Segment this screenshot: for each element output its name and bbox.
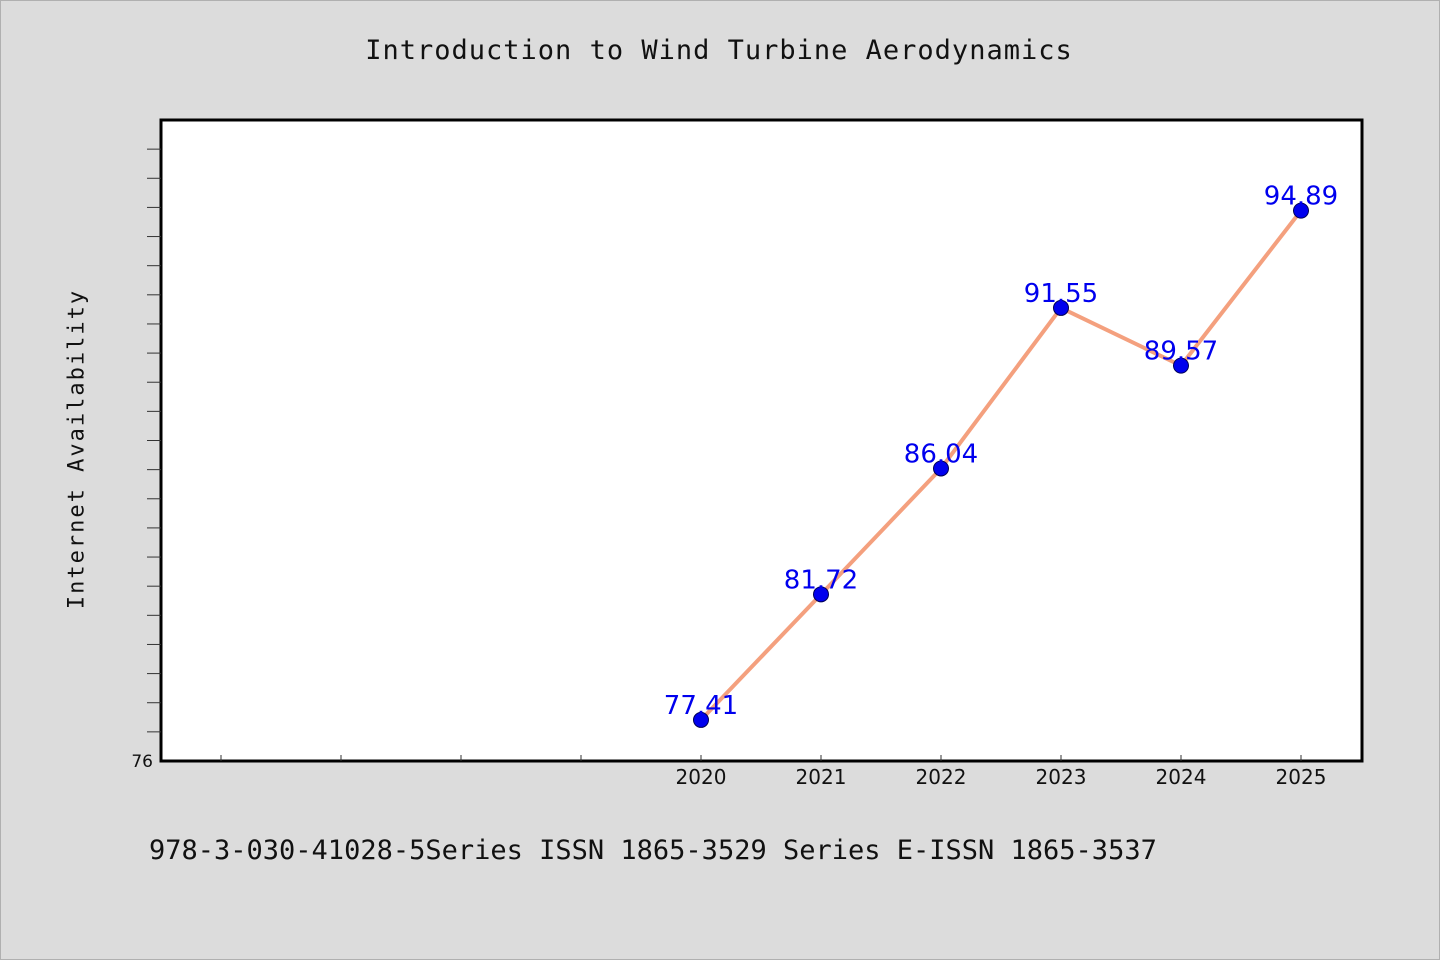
plot-frame	[159, 118, 1364, 763]
data-point	[933, 460, 949, 477]
chart-title: Introduction to Wind Turbine Aerodynamic…	[365, 35, 1073, 66]
data-label: 81.72	[784, 565, 858, 595]
data-label: 94.89	[1264, 182, 1338, 212]
x-tick-label: 2024	[1156, 765, 1207, 789]
x-tick-label: 2020	[676, 765, 727, 789]
data-point	[1173, 357, 1189, 374]
data-point	[1293, 202, 1309, 219]
x-tick-label: 2023	[1036, 765, 1087, 789]
data-label: 91.55	[1024, 279, 1098, 309]
data-label: 89.57	[1144, 337, 1218, 367]
data-point	[693, 711, 709, 728]
footer-text: 978-3-030-41028-5Series ISSN 1865-3529 S…	[149, 835, 1157, 866]
x-tick-label: 2021	[796, 765, 847, 789]
y-tick-label: 76	[131, 752, 153, 772]
x-tick-label: 2022	[916, 765, 967, 789]
x-tick-label: 2025	[1276, 765, 1327, 789]
data-point	[813, 586, 829, 603]
data-label: 86.04	[904, 439, 978, 469]
series-line	[699, 209, 1303, 722]
data-label: 77.41	[664, 691, 738, 721]
data-point	[1053, 299, 1069, 316]
